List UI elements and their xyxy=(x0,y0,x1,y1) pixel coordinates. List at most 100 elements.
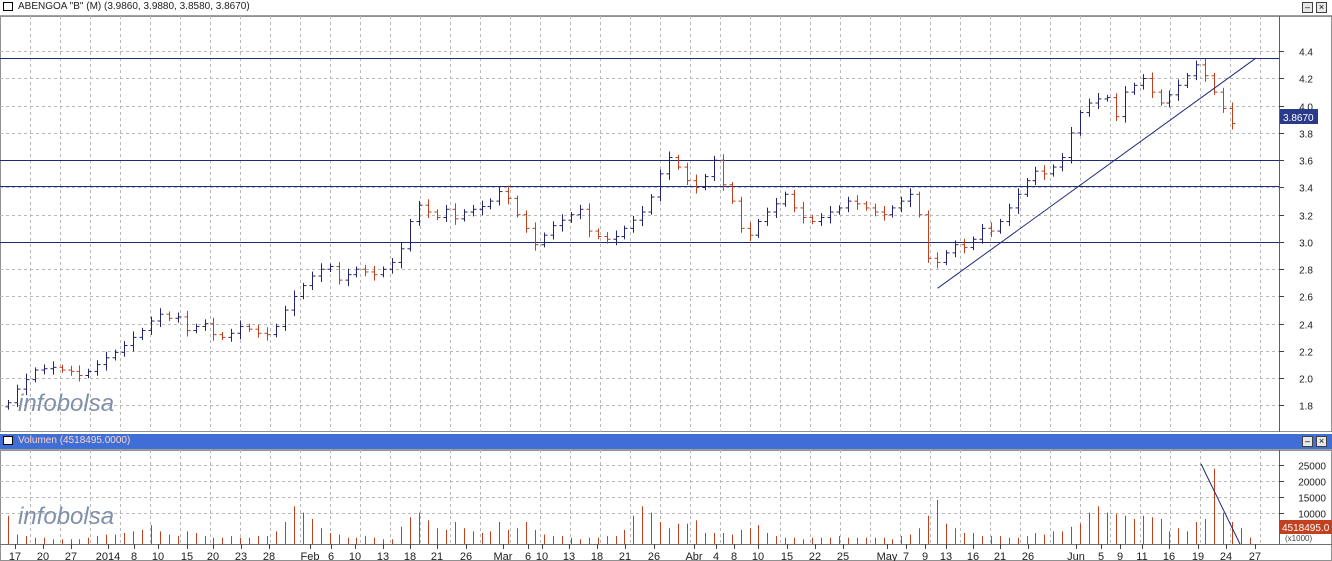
ohlc-bar xyxy=(755,218,762,238)
price-tick-label: 3.4 xyxy=(1299,184,1313,195)
date-tick-label: 8 xyxy=(131,551,137,561)
ohlc-bar xyxy=(1050,164,1057,177)
ohlc-bar xyxy=(273,323,280,338)
ohlc-bar xyxy=(1175,79,1182,101)
close-icon[interactable]: × xyxy=(1316,436,1327,447)
ohlc-bar xyxy=(416,200,423,226)
date-tick-label: 19 xyxy=(1192,551,1204,561)
ohlc-bar xyxy=(872,203,879,217)
ohlc-bar xyxy=(586,203,593,238)
ohlc-bar xyxy=(764,207,771,226)
ohlc-bar xyxy=(541,232,548,248)
ohlc-bar xyxy=(845,196,852,213)
ohlc-bar xyxy=(479,200,486,216)
volume-chart[interactable]: 10000 15000 20000 25000 infobolsa 4518495.0… xyxy=(0,450,1332,561)
ohlc-bar xyxy=(193,323,200,334)
ohlc-bar xyxy=(59,364,66,373)
ohlc-bar xyxy=(1149,72,1156,99)
ohlc-bar xyxy=(1068,126,1075,164)
panel-menu-icon[interactable] xyxy=(3,2,13,11)
ohlc-bar xyxy=(800,201,807,224)
ohlc-bar xyxy=(514,195,521,218)
date-tick-label: 8 xyxy=(731,551,737,561)
price-panel-titlebar: ABENGOA "B" (M) (3.9860, 3.9880, 3.8580,… xyxy=(0,0,1332,16)
price-chart[interactable]: 1.8 2.0 2.2 2.4 2.6 2.8 3.0 3.2 3.4 3.6 3.8 4.0 4.2 4… xyxy=(0,16,1332,432)
date-tick-label: 20 xyxy=(37,551,49,561)
date-tick-label: 21 xyxy=(431,551,443,561)
volume-tick-label: 20000 xyxy=(1298,478,1326,489)
ohlc-bar xyxy=(657,169,664,202)
ohlc-bar xyxy=(693,174,700,194)
ohlc-bar xyxy=(380,266,387,278)
ohlc-bar xyxy=(791,189,798,213)
last-price-badge xyxy=(1280,109,1318,124)
ohlc-bar xyxy=(139,327,146,341)
date-tick-label: 6 xyxy=(328,551,334,561)
price-panel-title: ABENGOA "B" (M) (3.9860, 3.9880, 3.8580,… xyxy=(18,1,250,12)
date-tick-label: 10 xyxy=(536,551,548,561)
ohlc-bar xyxy=(1095,92,1102,110)
close-icon[interactable]: × xyxy=(1316,2,1327,13)
ohlc-bar xyxy=(773,197,780,219)
date-tick-label: 10 xyxy=(349,551,361,561)
ohlc-bar xyxy=(1024,177,1031,198)
date-tick-label: 13 xyxy=(940,551,952,561)
ohlc-bar xyxy=(434,209,441,221)
ohlc-bar xyxy=(1220,87,1227,113)
date-tick-label: 6 xyxy=(525,551,531,561)
volume-panel-titlebar: Volumen (4518495.0000) – × xyxy=(0,434,1332,450)
date-tick-label: Mar xyxy=(494,551,513,561)
ohlc-bar xyxy=(175,312,182,323)
ohlc-bar xyxy=(1131,82,1138,95)
ohlc-bar xyxy=(648,194,655,215)
date-tick-label: Abr xyxy=(685,551,702,561)
ohlc-bar xyxy=(85,368,92,379)
ohlc-bar xyxy=(68,365,75,376)
ohlc-bar xyxy=(613,230,620,246)
ohlc-bar xyxy=(76,365,83,382)
ohlc-bar xyxy=(309,271,316,290)
ohlc-bar xyxy=(523,210,530,233)
date-tick-label: 25 xyxy=(837,551,849,561)
date-tick-label: 18 xyxy=(404,551,416,561)
ohlc-bar xyxy=(336,262,343,285)
price-tick-label: 3.2 xyxy=(1299,212,1313,223)
ohlc-bar xyxy=(282,305,289,331)
price-tick-label: 1.8 xyxy=(1299,402,1313,413)
price-tick-label: 2.4 xyxy=(1299,321,1313,332)
ohlc-bar xyxy=(50,361,57,375)
ohlc-bar xyxy=(210,317,217,341)
date-tick-label: 26 xyxy=(1022,551,1034,561)
volume-tick-label: 10000 xyxy=(1298,510,1326,521)
ohlc-bar xyxy=(952,240,959,258)
ohlc-bar xyxy=(577,204,584,220)
ohlc-bar xyxy=(255,324,262,338)
ohlc-bar xyxy=(711,155,718,181)
price-tick-label: 4.2 xyxy=(1299,75,1313,86)
minimize-button[interactable]: – xyxy=(1302,2,1313,13)
date-tick-label: 7 xyxy=(903,551,909,561)
ohlc-bar xyxy=(112,349,119,361)
ohlc-bar xyxy=(219,331,226,341)
ohlc-bar xyxy=(1158,89,1165,106)
minimize-button[interactable]: – xyxy=(1302,436,1313,447)
panel-menu-icon[interactable] xyxy=(3,436,13,445)
last-volume-badge xyxy=(1280,520,1332,534)
ohlc-bar xyxy=(997,218,1004,234)
ohlc-bar xyxy=(1032,166,1039,186)
ohlc-bar xyxy=(630,215,637,233)
ohlc-bar xyxy=(604,232,611,244)
price-tick-label: 2.2 xyxy=(1299,348,1313,359)
ohlc-bar xyxy=(907,188,914,208)
ohlc-bar xyxy=(738,196,745,233)
ohlc-bar xyxy=(863,201,870,211)
ohlc-bar xyxy=(970,236,977,251)
volume-tick-label: 25000 xyxy=(1298,462,1326,473)
ohlc-bar xyxy=(148,316,155,335)
volume-unit-label: (x1000) xyxy=(1285,534,1312,543)
ohlc-bar xyxy=(943,250,950,266)
date-tick-label: 17 xyxy=(9,551,21,561)
ohlc-bar xyxy=(1122,86,1129,123)
last-price-label: 3.8670 xyxy=(1283,113,1314,124)
ohlc-bar xyxy=(362,264,369,277)
